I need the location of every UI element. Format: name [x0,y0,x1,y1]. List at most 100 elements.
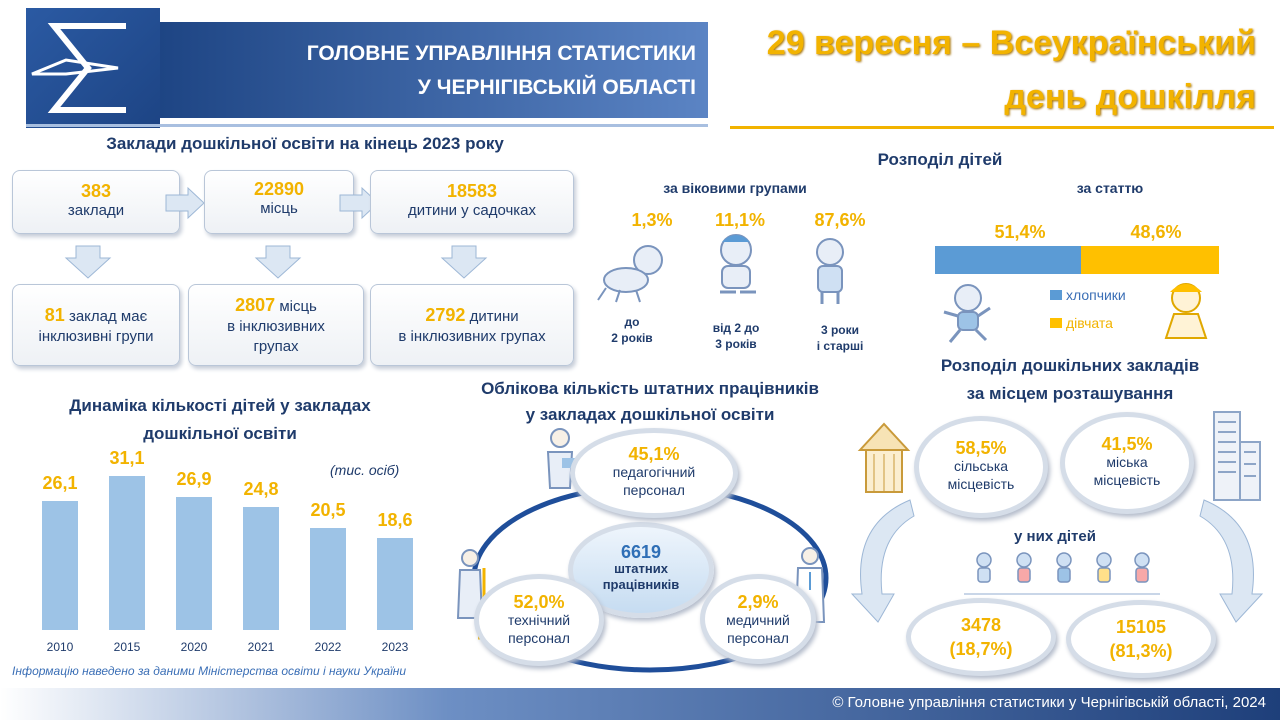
rural-label-a: сільська [953,458,1009,474]
gender-bar-girls [1081,246,1219,274]
chart-bar-2015 [109,476,145,630]
logo [26,8,160,128]
legend-boys-label: хлопчики [1066,287,1126,303]
urban-ellipse: 41,5% міська місцевість [1060,412,1194,514]
chart-unit: (тис. осіб) [330,462,400,478]
rural-house-icon [857,422,911,493]
age-under2-label: до 2 років [592,314,672,346]
chart-value-label-2021: 24,8 [243,479,279,500]
rural-label-b: місцевість [947,476,1015,492]
distribution-title: Розподіл дітей [877,150,1003,169]
pedagogical-label-b: персонал [623,482,685,498]
city-building-icon [1213,411,1261,501]
source-note: Інформацію наведено за даними Міністерст… [12,664,407,678]
location-title: Розподіл дошкільних закладів за місцем р… [880,352,1260,408]
pedagogical-label-a: педагогічний [612,464,696,480]
location-title-line2: за місцем розташування [966,384,1174,403]
urban-value: 41,5% [1101,434,1153,454]
age-2to3-label: від 2 до 3 років [696,320,776,352]
chart-title: Динаміка кількості дітей у закладах дошк… [69,396,371,443]
rural-ellipse: 58,5% сільська місцевість [914,416,1048,518]
girl-icon [1164,283,1208,339]
technical-value: 52,0% [513,592,565,612]
chart-bar-2010 [42,500,78,630]
staff-total-label-a: штатних [614,561,668,576]
stat-box-inclusive-institutions: 81 заклад має інклюзивні групи [12,284,180,366]
stat-box-institutions: 383 заклади [12,170,180,234]
medical-label-b: персонал [727,630,789,646]
technical-label-a: технічний [507,612,571,628]
org-name-line2: У ЧЕРНІГІВСЬКІЙ ОБЛАСТІ [417,76,696,99]
chart-category-label-2015: 2015 [113,640,141,654]
header-divider [26,124,708,127]
legend-girls-swatch [1050,318,1062,328]
technical-label-b: персонал [508,630,570,646]
chart-value-label-2023: 18,6 [377,509,413,530]
stat-box-inclusive-children: 2792 дитини в інклюзивних групах [370,284,574,366]
inclusive-children-label-b: в інклюзивних групах [398,328,546,345]
staff-title-line1: Облікова кількість штатних працівників [481,379,819,398]
chart-value-label-2022: 20,5 [310,500,346,521]
staff-total-label-b: працівників [602,577,680,592]
footer-copyright: © Головне управління статистики у Черніг… [832,694,1266,711]
staff-total-ellipse: 6619 штатних працівників [568,522,714,618]
institutions-title: Заклади дошкільної освіти на кінець 2023… [106,134,504,153]
running-boy-icon [943,284,991,343]
gender-bar-boys [935,246,1081,274]
bar-chart: 26,1 2010 31,1 2015 26,9 2020 24,8 2021 20,5 2022… [0,0,413,654]
children-count: 18583 [446,181,498,201]
children-label: дитини у садочках [407,202,537,219]
age-3plus-label-b: і старші [816,339,864,353]
staff-title: Облікова кількість штатних працівників у… [420,376,880,428]
age-under2-label-a: до [624,315,640,329]
curved-arrow-left-icon [850,499,915,623]
pedagogical-staff-ellipse: 45,1% педагогічний персонал [570,428,738,518]
medical-label-a: медичний [726,612,790,628]
chart-bar-2022 [310,528,346,630]
footer-band [0,688,1280,720]
age-2to3-label-b: 3 років [715,337,757,351]
chart-value-label-2010: 26,1 [42,472,78,493]
event-title-line2: день дошкілля [1004,78,1256,116]
sigma-logo-icon [31,23,126,113]
places-label: місць [260,200,298,217]
gender-title: за статтю [1076,180,1144,196]
chart-category-label-2020: 2020 [180,640,208,654]
chart-bar-2023 [377,537,413,630]
institutions-label: заклади [67,202,125,219]
children-in-them-title: у них дітей [1014,528,1096,545]
crawling-baby-icon [597,245,663,303]
urban-label-a: міська [1106,454,1148,470]
girls-value: 48,6% [1130,222,1182,242]
event-title-line1: 29 вересня – Всеукраїнський [766,24,1256,62]
urban-label-b: місцевість [1093,472,1161,488]
medical-staff-ellipse: 2,9% медичний персонал [700,574,816,664]
places-count: 22890 [253,179,305,199]
inclusive-places-count: 2807 [235,295,276,315]
standing-child-icon [816,238,844,304]
staff-title-line2: у закладах дошкільної освіти [525,405,775,424]
gender-bar [935,246,1219,274]
boys-value: 51,4% [994,222,1046,242]
location-title-line1: Розподіл дошкільних закладів [940,356,1200,375]
teacher-icon [546,428,576,489]
urban-children-ellipse: 15105 (81,3%) [1066,600,1216,678]
staff-total-value: 6619 [620,542,662,562]
header-band [160,22,708,118]
chart-category-label-2021: 2021 [247,640,275,654]
institutions-count: 383 [80,181,112,201]
chart-category-label-2010: 2010 [46,640,74,654]
age-3plus-value: 87,6% [814,210,866,230]
inclusive-institutions-label-b: інклюзивні групи [38,328,154,345]
event-underline [730,126,1274,129]
chart-value-label-2015: 31,1 [109,448,145,468]
stat-box-places: 22890 місць [204,170,354,234]
arrow-down-icon [64,245,112,279]
inclusive-places-label-b: в інклюзивних [227,318,325,335]
curved-arrow-right-icon [1199,499,1264,623]
inclusive-institutions-count: 81 [44,305,65,325]
rural-children-share: (18,7%) [949,639,1013,659]
inclusive-places-label-a: місць [275,298,317,315]
medical-value: 2,9% [737,592,779,612]
sitting-boy-icon [720,234,756,294]
